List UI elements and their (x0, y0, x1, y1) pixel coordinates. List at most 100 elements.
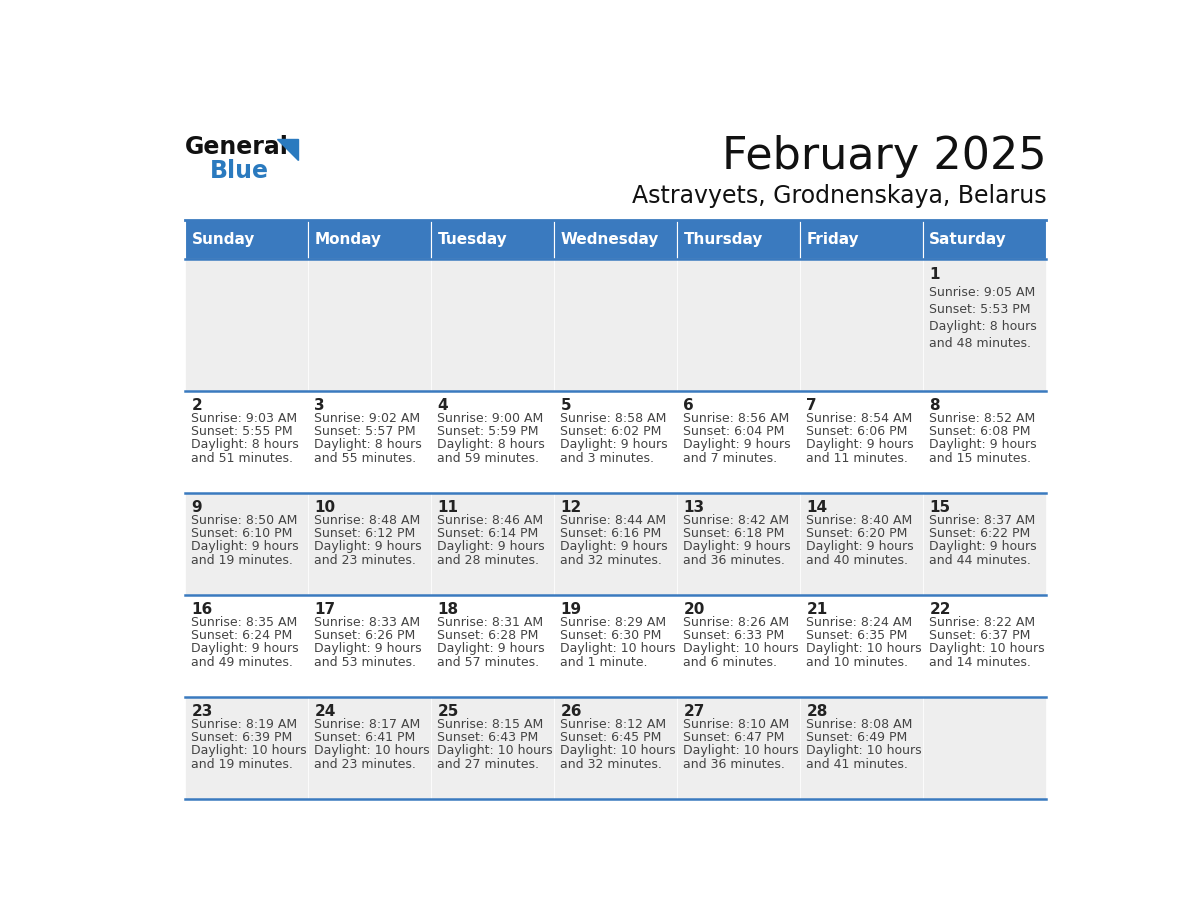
Text: Sunset: 6:45 PM: Sunset: 6:45 PM (561, 731, 662, 744)
Text: and 27 minutes.: and 27 minutes. (437, 757, 539, 770)
Text: 25: 25 (437, 703, 459, 719)
Text: Sunrise: 8:44 AM: Sunrise: 8:44 AM (561, 514, 666, 527)
Text: Sunset: 6:33 PM: Sunset: 6:33 PM (683, 629, 784, 642)
Text: Sunrise: 8:54 AM: Sunrise: 8:54 AM (807, 412, 912, 425)
Bar (801, 259, 923, 391)
Text: 16: 16 (191, 601, 213, 617)
Text: Daylight: 9 hours: Daylight: 9 hours (191, 541, 299, 554)
Text: Daylight: 9 hours: Daylight: 9 hours (437, 643, 545, 655)
Text: 7: 7 (807, 397, 817, 412)
Bar (431, 494, 555, 596)
Bar (185, 219, 309, 259)
Text: Daylight: 9 hours: Daylight: 9 hours (315, 643, 422, 655)
Bar (677, 391, 801, 494)
Bar (801, 698, 923, 800)
Text: Sunday: Sunday (191, 232, 255, 247)
Text: Sunset: 6:12 PM: Sunset: 6:12 PM (315, 527, 416, 540)
Text: and 44 minutes.: and 44 minutes. (929, 554, 1031, 566)
Text: 19: 19 (561, 601, 582, 617)
Text: 20: 20 (683, 601, 704, 617)
Text: Sunset: 6:08 PM: Sunset: 6:08 PM (929, 425, 1031, 438)
Text: 4: 4 (437, 397, 448, 412)
Text: 6: 6 (683, 397, 694, 412)
Text: Sunrise: 8:15 AM: Sunrise: 8:15 AM (437, 718, 544, 731)
Text: Sunset: 6:20 PM: Sunset: 6:20 PM (807, 527, 908, 540)
Text: Daylight: 10 hours: Daylight: 10 hours (315, 744, 430, 757)
Text: and 6 minutes.: and 6 minutes. (683, 655, 777, 668)
Text: and 48 minutes.: and 48 minutes. (929, 337, 1031, 351)
Text: Sunset: 6:35 PM: Sunset: 6:35 PM (807, 629, 908, 642)
Text: Sunset: 6:26 PM: Sunset: 6:26 PM (315, 629, 416, 642)
Bar (431, 219, 555, 259)
Text: Wednesday: Wednesday (561, 232, 659, 247)
Bar (309, 391, 431, 494)
Text: Friday: Friday (807, 232, 859, 247)
Text: 2: 2 (191, 397, 202, 412)
Text: Daylight: 10 hours: Daylight: 10 hours (561, 744, 676, 757)
Polygon shape (277, 139, 298, 161)
Text: and 23 minutes.: and 23 minutes. (315, 757, 416, 770)
Text: Sunrise: 8:17 AM: Sunrise: 8:17 AM (315, 718, 421, 731)
Text: Sunrise: 8:46 AM: Sunrise: 8:46 AM (437, 514, 544, 527)
Text: Sunset: 6:43 PM: Sunset: 6:43 PM (437, 731, 538, 744)
Text: and 59 minutes.: and 59 minutes. (437, 452, 539, 465)
Text: Sunset: 6:02 PM: Sunset: 6:02 PM (561, 425, 662, 438)
Text: Daylight: 9 hours: Daylight: 9 hours (561, 439, 668, 452)
Bar (555, 259, 677, 391)
Text: Daylight: 10 hours: Daylight: 10 hours (929, 643, 1045, 655)
Bar (555, 219, 677, 259)
Bar (431, 596, 555, 698)
Text: 23: 23 (191, 703, 213, 719)
Bar (309, 494, 431, 596)
Text: February 2025: February 2025 (721, 135, 1047, 178)
Text: Daylight: 10 hours: Daylight: 10 hours (191, 744, 308, 757)
Text: and 40 minutes.: and 40 minutes. (807, 554, 909, 566)
Text: Daylight: 8 hours: Daylight: 8 hours (191, 439, 299, 452)
Text: General: General (185, 135, 289, 159)
Text: and 57 minutes.: and 57 minutes. (437, 655, 539, 668)
Text: 11: 11 (437, 499, 459, 515)
Bar (801, 219, 923, 259)
Bar (801, 596, 923, 698)
Bar (555, 596, 677, 698)
Text: Sunset: 6:18 PM: Sunset: 6:18 PM (683, 527, 785, 540)
Text: Sunrise: 8:58 AM: Sunrise: 8:58 AM (561, 412, 666, 425)
Text: and 53 minutes.: and 53 minutes. (315, 655, 417, 668)
Text: and 55 minutes.: and 55 minutes. (315, 452, 417, 465)
Bar (677, 259, 801, 391)
Text: Sunset: 6:10 PM: Sunset: 6:10 PM (191, 527, 293, 540)
Bar (677, 494, 801, 596)
Text: Sunset: 6:49 PM: Sunset: 6:49 PM (807, 731, 908, 744)
Text: 17: 17 (315, 601, 335, 617)
Text: Sunrise: 8:26 AM: Sunrise: 8:26 AM (683, 616, 790, 629)
Text: Daylight: 9 hours: Daylight: 9 hours (315, 541, 422, 554)
Bar (431, 259, 555, 391)
Text: 5: 5 (561, 397, 571, 412)
Text: Sunrise: 8:40 AM: Sunrise: 8:40 AM (807, 514, 912, 527)
Text: Sunset: 6:37 PM: Sunset: 6:37 PM (929, 629, 1031, 642)
Text: Monday: Monday (315, 232, 381, 247)
Text: 15: 15 (929, 499, 950, 515)
Text: 10: 10 (315, 499, 335, 515)
Bar (555, 494, 677, 596)
Text: and 28 minutes.: and 28 minutes. (437, 554, 539, 566)
Text: and 36 minutes.: and 36 minutes. (683, 554, 785, 566)
Text: 21: 21 (807, 601, 828, 617)
Bar (185, 596, 309, 698)
Bar (923, 219, 1047, 259)
Text: Daylight: 10 hours: Daylight: 10 hours (437, 744, 554, 757)
Text: Daylight: 10 hours: Daylight: 10 hours (807, 744, 922, 757)
Bar (801, 391, 923, 494)
Text: Daylight: 9 hours: Daylight: 9 hours (683, 439, 791, 452)
Bar (923, 494, 1047, 596)
Bar (185, 391, 309, 494)
Bar (923, 596, 1047, 698)
Text: and 32 minutes.: and 32 minutes. (561, 554, 662, 566)
Bar (677, 596, 801, 698)
Text: Sunrise: 8:24 AM: Sunrise: 8:24 AM (807, 616, 912, 629)
Bar (185, 259, 309, 391)
Text: Sunset: 6:30 PM: Sunset: 6:30 PM (561, 629, 662, 642)
Text: Sunrise: 8:10 AM: Sunrise: 8:10 AM (683, 718, 790, 731)
Text: Sunrise: 9:05 AM: Sunrise: 9:05 AM (929, 285, 1036, 298)
Text: Sunrise: 8:19 AM: Sunrise: 8:19 AM (191, 718, 298, 731)
